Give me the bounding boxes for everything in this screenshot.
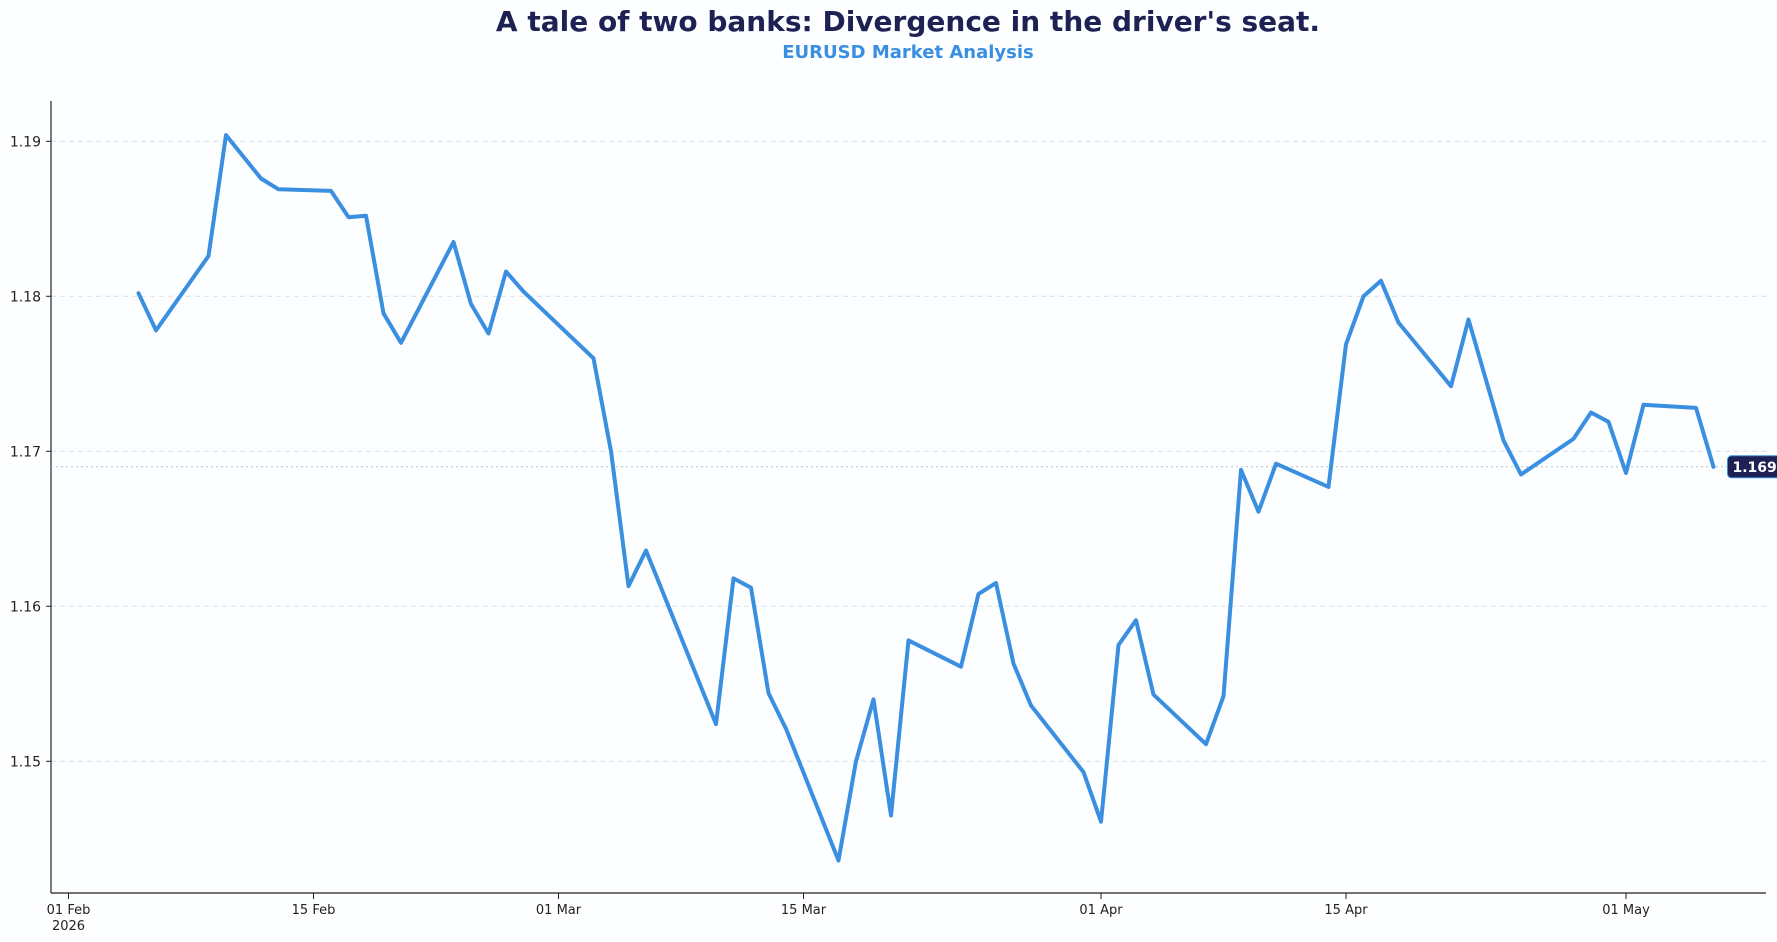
y-tick-label: 1.15	[10, 754, 41, 770]
y-tick-label: 1.16	[10, 599, 41, 615]
y-tick-label: 1.18	[10, 289, 41, 305]
chart-title: A tale of two banks: Divergence in the d…	[496, 5, 1320, 38]
x-tick-label: 01 Apr	[1079, 903, 1123, 918]
x-tick-label: 15 Apr	[1324, 903, 1368, 918]
plot-area	[136, 133, 1716, 863]
chart-subtitle: EURUSD Market Analysis	[782, 42, 1033, 63]
x-tick-label: 15 Mar	[781, 903, 827, 918]
y-axis-ticks: 1.15 1.16 1.17 1.18 1.19	[10, 134, 51, 770]
x-tick-label: 15 Feb	[292, 903, 336, 918]
series-line	[136, 133, 1716, 863]
grid-lines	[51, 140, 1766, 762]
axes	[50, 101, 1766, 894]
last-value-badge: 1.1690	[1727, 455, 1777, 479]
x-tick-label: 01 Feb	[47, 903, 91, 918]
x-tick-sublabel: 2026	[52, 919, 85, 934]
last-value-label: 1.1690	[1732, 460, 1777, 476]
x-tick-label: 01 May	[1602, 903, 1650, 918]
y-tick-label: 1.17	[10, 444, 41, 460]
last-value-badge-box	[1727, 455, 1777, 479]
x-tick-label: 01 Mar	[536, 903, 582, 918]
y-tick-label: 1.19	[10, 134, 41, 150]
